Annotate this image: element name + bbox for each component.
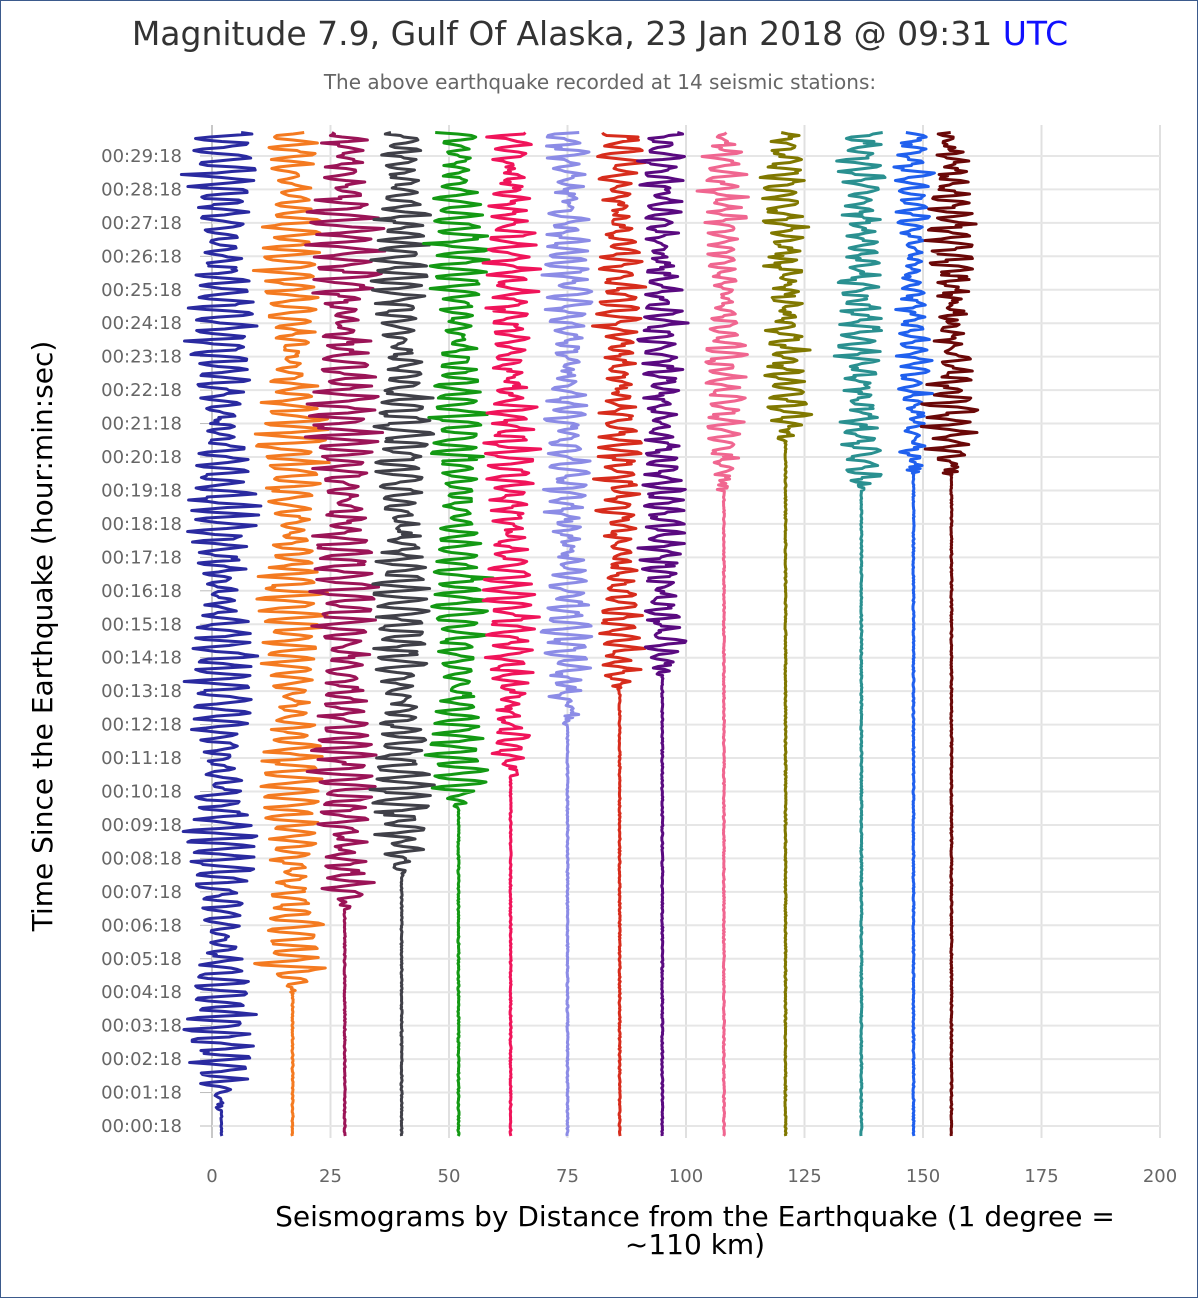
seismogram-trace-station-4[interactable] [368, 131, 436, 1137]
y-tick-label: 00:27:18 [101, 213, 182, 234]
y-tick-label: 00:24:18 [101, 313, 182, 334]
x-tick-label: 0 [206, 1166, 217, 1187]
y-tick-label: 00:00:18 [101, 1116, 182, 1137]
seismogram-traces [179, 131, 980, 1137]
seismogram-trace-station-9[interactable] [636, 131, 690, 1137]
seismogram-trace-station-7[interactable] [539, 131, 594, 1137]
y-tick-label: 00:08:18 [101, 848, 182, 869]
y-tick-label: 00:13:18 [101, 681, 182, 702]
y-tick-label: 00:02:18 [101, 1049, 182, 1070]
y-tick-label: 00:04:18 [101, 982, 182, 1003]
y-tick-label: 00:12:18 [101, 715, 182, 736]
y-tick-label: 00:09:18 [101, 815, 182, 836]
y-tick-label: 00:18:18 [101, 514, 182, 535]
x-axis-title-line2: ~110 km) [625, 1228, 765, 1261]
seismogram-trace-station-8[interactable] [591, 131, 648, 1137]
y-tick-label: 00:16:18 [101, 581, 182, 602]
y-tick-label: 00:28:18 [101, 179, 182, 200]
axis-ticks: 0 25 50 75 100 125 150 175 200 00:00:18 00:01:18 00… [101, 146, 1177, 1187]
x-tick-label: 150 [906, 1166, 940, 1187]
seismogram-trace-station-13[interactable] [892, 131, 936, 1137]
y-tick-label: 00:19:18 [101, 480, 182, 501]
y-tick-label: 00:20:18 [101, 447, 182, 468]
x-axis-title-line1: Seismograms by Distance from the Earthqu… [275, 1200, 1115, 1233]
y-tick-label: 00:05:18 [101, 949, 182, 970]
seismogram-trace-station-14[interactable] [919, 131, 980, 1137]
y-tick-label: 00:17:18 [101, 547, 182, 568]
utc-link[interactable]: UTC [1002, 14, 1069, 53]
y-tick-label: 00:11:18 [101, 748, 182, 769]
y-tick-label: 00:06:18 [101, 915, 182, 936]
seismogram-trace-station-3[interactable] [303, 131, 387, 1137]
x-tick-label: 100 [669, 1166, 703, 1187]
seismogram-trace-station-1[interactable] [179, 131, 263, 1137]
x-tick-label: 125 [787, 1166, 821, 1187]
seismogram-trace-station-5[interactable] [421, 131, 495, 1137]
y-tick-label: 00:25:18 [101, 280, 182, 301]
seismogram-trace-station-11[interactable] [758, 131, 814, 1137]
y-tick-label: 00:10:18 [101, 782, 182, 803]
x-tick-label: 175 [1024, 1166, 1058, 1187]
chart-title: Magnitude 7.9, Gulf Of Alaska, 23 Jan 20… [0, 14, 1200, 53]
seismogram-trace-station-12[interactable] [832, 131, 887, 1137]
y-tick-label: 00:15:18 [101, 614, 182, 635]
y-tick-label: 00:22:18 [101, 380, 182, 401]
seismogram-trace-station-10[interactable] [695, 131, 750, 1137]
x-tick-label: 75 [556, 1166, 579, 1187]
x-tick-label: 50 [438, 1166, 461, 1187]
chart-subtitle: The above earthquake recorded at 14 seis… [323, 70, 877, 94]
y-tick-label: 00:07:18 [101, 882, 182, 903]
y-tick-label: 00:03:18 [101, 1016, 182, 1037]
seismogram-trace-station-6[interactable] [481, 131, 543, 1137]
y-tick-label: 00:21:18 [101, 414, 182, 435]
y-tick-label: 00:01:18 [101, 1083, 182, 1104]
y-tick-label: 00:26:18 [101, 246, 182, 267]
y-tick-label: 00:29:18 [101, 146, 182, 167]
y-axis-title: Time Since the Earthquake (hour:min:sec) [26, 341, 59, 933]
y-tick-label: 00:23:18 [101, 347, 182, 368]
seismogram-trace-station-2[interactable] [251, 131, 331, 1137]
chart-title-main: Magnitude 7.9, Gulf Of Alaska, 23 Jan 20… [131, 14, 993, 53]
x-tick-label: 200 [1143, 1166, 1177, 1187]
y-tick-label: 00:14:18 [101, 648, 182, 669]
x-tick-label: 25 [319, 1166, 342, 1187]
